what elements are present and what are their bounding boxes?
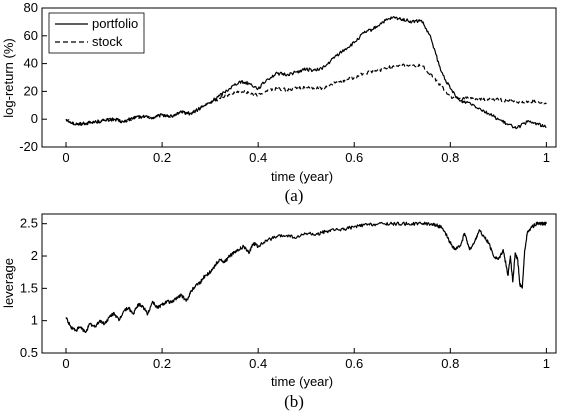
x-tick-label: 1 <box>543 356 550 371</box>
y-tick-label: 1 <box>31 313 38 328</box>
series-line-b-0 <box>65 221 547 334</box>
y-tick-label: 80 <box>24 0 38 15</box>
x-tick-label: 0.2 <box>153 150 171 165</box>
y-tick-label: 40 <box>24 56 38 71</box>
ticks-b: 0 0.2 0.4 0.6 0.8 1 0.5 1 1.5 2 2.5 <box>20 216 550 371</box>
caption-a: (a) <box>285 186 304 205</box>
y-tick-label: -20 <box>19 139 38 154</box>
x-tick-label: 0.6 <box>345 150 363 165</box>
y-tick-label: 2 <box>31 248 38 263</box>
y-axis-label-a: log-return (%) <box>1 38 16 117</box>
legend-label-stock: stock <box>92 34 123 49</box>
series-line-a-stock <box>65 63 547 127</box>
x-tick-label: 0.4 <box>249 356 267 371</box>
x-tick-label: 0.8 <box>441 356 459 371</box>
y-tick-label: 20 <box>24 83 38 98</box>
y-axis-label-b: leverage <box>1 258 16 308</box>
plot-frame-a <box>41 7 557 148</box>
x-tick-label: 0.6 <box>345 356 363 371</box>
y-tick-label: 1.5 <box>20 280 38 295</box>
legend-box <box>48 12 145 54</box>
series-line-a-portfolio <box>65 16 547 130</box>
caption-b: (b) <box>284 392 304 411</box>
x-tick-label: 1 <box>543 150 550 165</box>
series-b <box>65 221 547 334</box>
panel-a: 0 0.2 0.4 0.6 0.8 1 -20 0 20 40 60 80 portfolio sto… <box>1 0 557 205</box>
y-tick-label: 0 <box>31 111 38 126</box>
x-axis-label-a: time (year) <box>271 169 333 184</box>
panel-b: 0 0.2 0.4 0.6 0.8 1 0.5 1 1.5 2 2.5 time (year) le… <box>1 213 557 411</box>
x-tick-label: 0 <box>62 356 69 371</box>
x-tick-label: 0 <box>62 150 69 165</box>
x-tick-label: 0.8 <box>441 150 459 165</box>
x-tick-label: 0.2 <box>153 356 171 371</box>
series-a <box>65 16 547 130</box>
y-tick-label: 0.5 <box>20 345 38 360</box>
x-axis-label-b: time (year) <box>271 374 333 389</box>
plot-frame-b <box>41 213 557 354</box>
y-tick-label: 60 <box>24 28 38 43</box>
legend: portfolio stock <box>48 12 145 54</box>
ticks-a: 0 0.2 0.4 0.6 0.8 1 -20 0 20 40 60 80 <box>19 0 550 165</box>
legend-label-portfolio: portfolio <box>92 16 138 31</box>
y-tick-label: 2.5 <box>20 216 38 231</box>
x-tick-label: 0.4 <box>249 150 267 165</box>
